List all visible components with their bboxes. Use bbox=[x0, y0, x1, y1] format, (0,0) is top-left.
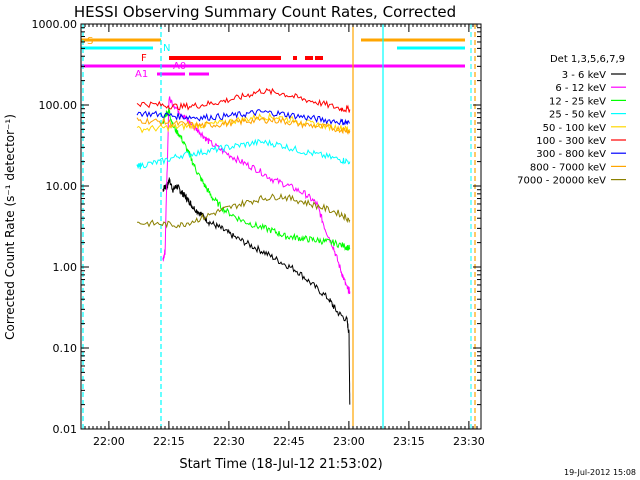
x-tick-label: 22:45 bbox=[273, 435, 305, 448]
flag-label: S bbox=[87, 36, 93, 47]
series-line-3 bbox=[136, 138, 351, 170]
y-tick-label: 10.00 bbox=[46, 180, 78, 193]
legend-entry-label: 300 - 800 keV bbox=[536, 149, 606, 160]
y-tick-label: 100.00 bbox=[39, 99, 78, 112]
series-line-4 bbox=[136, 112, 351, 134]
series-line-0 bbox=[162, 177, 351, 405]
chart-title: HESSI Observing Summary Count Rates, Cor… bbox=[74, 3, 456, 21]
legend-entry-label: 7000 - 20000 keV bbox=[517, 176, 606, 187]
legend-entry-label: 50 - 100 keV bbox=[543, 123, 607, 134]
x-axis-label: Start Time (18-Jul-12 21:53:02) bbox=[179, 457, 382, 472]
x-tick-label: 23:15 bbox=[393, 435, 425, 448]
legend-title: Det 1,3,5,6,7,9 bbox=[550, 54, 625, 65]
flag-label: N bbox=[163, 43, 170, 54]
x-tick-label: 22:30 bbox=[213, 435, 245, 448]
legend-entry-label: 3 - 6 keV bbox=[562, 70, 606, 81]
series-line-7 bbox=[136, 115, 351, 136]
x-tick-label: 23:00 bbox=[333, 435, 365, 448]
series-line-6 bbox=[136, 109, 350, 126]
y-tick-label: 1.00 bbox=[53, 261, 78, 274]
legend-entry-label: 100 - 300 keV bbox=[536, 136, 606, 147]
x-tick-label: 22:15 bbox=[153, 435, 185, 448]
x-tick-label: 23:30 bbox=[453, 435, 485, 448]
series-line-8 bbox=[137, 192, 351, 229]
legend-entry-label: 12 - 25 keV bbox=[549, 96, 606, 107]
legend-entry-label: 6 - 12 keV bbox=[555, 83, 606, 94]
flag-label: A0 bbox=[173, 61, 186, 72]
series-line-5 bbox=[136, 87, 351, 113]
y-axis-label: Corrected Count Rate (s⁻¹ detector⁻¹) bbox=[3, 114, 17, 340]
series-line-2 bbox=[162, 108, 351, 252]
series-line-1 bbox=[162, 96, 351, 295]
x-tick-label: 22:00 bbox=[93, 435, 125, 448]
flag-label: F bbox=[141, 53, 147, 64]
legend-entry-label: 800 - 7000 keV bbox=[530, 162, 606, 173]
y-tick-label: 1000.00 bbox=[32, 18, 78, 31]
y-tick-label: 0.01 bbox=[53, 423, 78, 436]
plot-timestamp: 19-Jul-2012 15:08 bbox=[564, 468, 636, 477]
flag-label: A1 bbox=[135, 69, 148, 80]
y-tick-label: 0.10 bbox=[53, 342, 78, 355]
plot-area-frame bbox=[80, 23, 482, 430]
legend-entry-label: 25 - 50 keV bbox=[549, 110, 606, 121]
